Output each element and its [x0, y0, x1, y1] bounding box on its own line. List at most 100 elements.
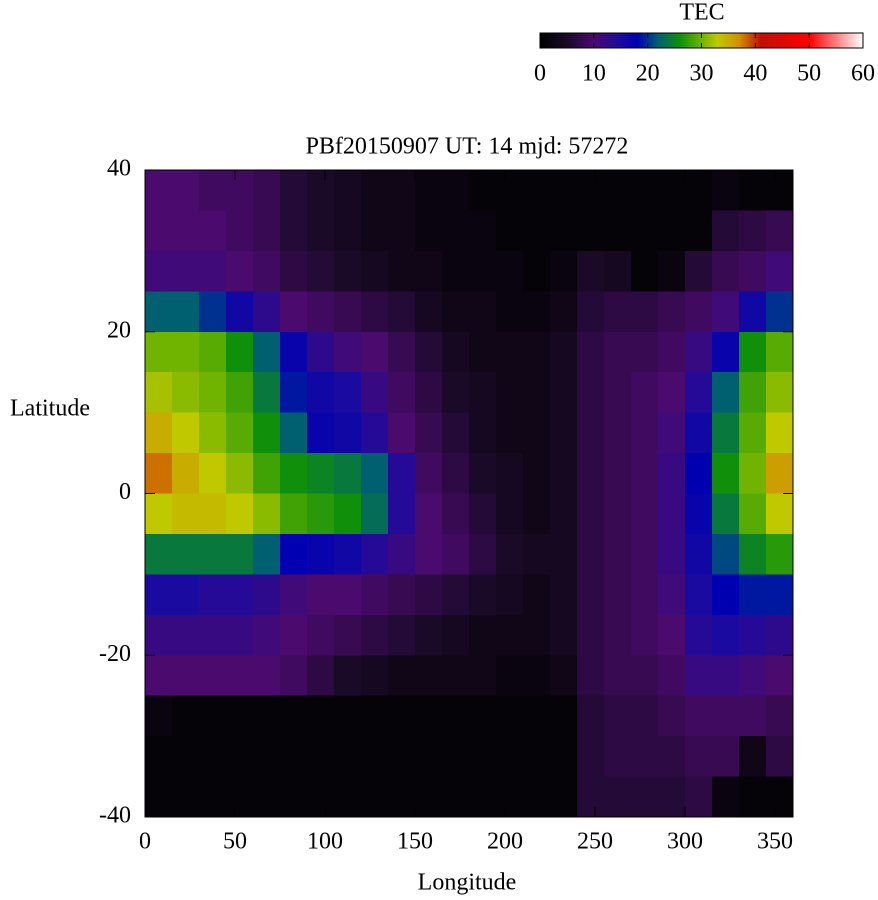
- heatmap-cell: [604, 776, 632, 818]
- heatmap-cell: [739, 331, 767, 373]
- heatmap-cell: [712, 533, 740, 575]
- heatmap-cell: [712, 614, 740, 656]
- heatmap-cell: [253, 250, 281, 292]
- heatmap-cell: [658, 493, 686, 535]
- heatmap-cell: [550, 655, 578, 697]
- heatmap-cell: [685, 291, 713, 333]
- heatmap-cell: [145, 493, 173, 535]
- heatmap-cell: [442, 372, 470, 414]
- heatmap-cell: [658, 655, 686, 697]
- heatmap-cell: [145, 574, 173, 616]
- heatmap-cell: [253, 372, 281, 414]
- heatmap-cell: [280, 210, 308, 252]
- heatmap-cell: [361, 574, 389, 616]
- heatmap-cell: [361, 331, 389, 373]
- heatmap-cell: [388, 776, 416, 818]
- heatmap-cell: [253, 170, 281, 211]
- heatmap-cell: [766, 250, 794, 292]
- heatmap-cell: [496, 695, 524, 737]
- heatmap-cell: [658, 776, 686, 818]
- heatmap-cell: [469, 655, 497, 697]
- heatmap-cell: [226, 614, 254, 656]
- heatmap-cell: [550, 736, 578, 778]
- heatmap-cell: [712, 170, 740, 211]
- heatmap-cell: [307, 210, 335, 252]
- heatmap-cell: [415, 533, 443, 575]
- heatmap-cell: [550, 574, 578, 616]
- heatmap-cell: [172, 695, 200, 737]
- heatmap-cell: [766, 291, 794, 333]
- colorbar-tick-label: 30: [690, 61, 714, 87]
- heatmap-cell: [604, 614, 632, 656]
- heatmap-cell: [496, 412, 524, 454]
- heatmap-cell: [496, 655, 524, 697]
- heatmap-cell: [712, 453, 740, 494]
- heatmap-cell: [334, 614, 362, 656]
- heatmap-cell: [145, 250, 173, 292]
- heatmap-cell: [631, 210, 659, 252]
- heatmap-cell: [361, 210, 389, 252]
- heatmap-cell: [739, 493, 767, 535]
- heatmap-cell: [280, 574, 308, 616]
- heatmap-cell: [631, 614, 659, 656]
- heatmap-cell: [604, 695, 632, 737]
- heatmap-cell: [766, 453, 794, 494]
- heatmap-cell: [172, 331, 200, 373]
- heatmap-cell: [307, 533, 335, 575]
- x-tick-label: 100: [307, 829, 343, 855]
- heatmap-cell: [253, 574, 281, 616]
- heatmap-cell: [712, 574, 740, 616]
- heatmap-cell: [523, 170, 551, 211]
- heatmap-cell: [469, 210, 497, 252]
- heatmap-cell: [145, 291, 173, 333]
- heatmap-cell: [334, 574, 362, 616]
- heatmap-cell: [523, 776, 551, 818]
- heatmap-cell: [199, 614, 227, 656]
- x-tick-label: 300: [667, 829, 703, 855]
- heatmap-cell: [523, 250, 551, 292]
- colorbar-tick-label: 0: [534, 61, 546, 87]
- heatmap-cell: [442, 614, 470, 656]
- heatmap-cell: [361, 250, 389, 292]
- heatmap-cell: [658, 695, 686, 737]
- heatmap-cell: [442, 533, 470, 575]
- heatmap-cell: [415, 776, 443, 818]
- heatmap-cell: [523, 210, 551, 252]
- heatmap-cell: [415, 574, 443, 616]
- heatmap-cell: [712, 210, 740, 252]
- heatmap-cell: [361, 533, 389, 575]
- heatmap-cell: [388, 331, 416, 373]
- heatmap-cell: [766, 372, 794, 414]
- heatmap-cell: [550, 412, 578, 454]
- heatmap-cell: [361, 170, 389, 211]
- heatmap-cell: [361, 614, 389, 656]
- heatmap-cell: [658, 170, 686, 211]
- heatmap-cell: [145, 614, 173, 656]
- heatmap-cell: [766, 331, 794, 373]
- heatmap-cell: [496, 250, 524, 292]
- heatmap-cell: [685, 655, 713, 697]
- heatmap-cell: [280, 170, 308, 211]
- heatmap-cell: [685, 453, 713, 494]
- heatmap-cell: [685, 170, 713, 211]
- heatmap-cell: [199, 250, 227, 292]
- heatmap-cell: [712, 736, 740, 778]
- heatmap-cell: [739, 776, 767, 818]
- y-tick-label: 0: [119, 479, 131, 505]
- heatmap-cell: [739, 291, 767, 333]
- heatmap-cell: [631, 453, 659, 494]
- heatmap-cell: [172, 736, 200, 778]
- heatmap-cell: [631, 776, 659, 818]
- heatmap-cell: [496, 614, 524, 656]
- heatmap-cell: [226, 776, 254, 818]
- heatmap-cell: [172, 250, 200, 292]
- heatmap-cell: [739, 210, 767, 252]
- heatmap-cell: [496, 574, 524, 616]
- y-tick-label: 40: [107, 156, 131, 182]
- heatmap-cell: [280, 331, 308, 373]
- heatmap-cell: [469, 250, 497, 292]
- heatmap-cell: [253, 614, 281, 656]
- heatmap-cell: [307, 291, 335, 333]
- heatmap-cell: [442, 493, 470, 535]
- heatmap-cell: [334, 655, 362, 697]
